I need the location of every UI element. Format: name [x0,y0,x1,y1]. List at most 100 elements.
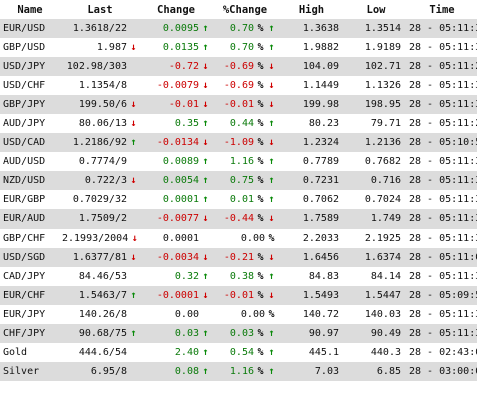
percent-sign: % [257,327,264,339]
cell-pct-change: 0.44% ↑ [212,114,278,134]
change-value: -0.0034 [156,251,199,263]
last-value: 90.68/75 [78,327,127,339]
cell-last: 444.6/54 [60,342,140,362]
table-row[interactable]: USD/JPY 102.98/303 -0.72 ↓ -0.69% ↓ 104.09 102.… [0,57,477,77]
cell-name: EUR/CHF [0,285,60,305]
table-row[interactable]: EUR/AUD 1.7509/2 -0.0077 ↓ -0.44% ↓ 1.7589 1.74… [0,209,477,229]
cell-name: CHF/JPY [0,323,60,343]
cell-name: USD/CHF [0,76,60,96]
arrow-up-icon: ↑ [268,346,275,358]
table-row[interactable]: EUR/GBP 0.7029/32 0.0001 ↑ 0.01% ↑ 0.7062 0.702… [0,190,477,210]
pct-value: -0.69 [223,61,254,73]
cell-change: -0.0001 ↓ [140,285,212,305]
table-row[interactable]: USD/SGD 1.6377/81 ↓ -0.0034 ↓ -0.21% ↓ 1.6456 1.… [0,247,477,267]
cell-high: 90.97 [278,323,345,343]
table-row[interactable]: EUR/CHF 1.5463/7 ↑ -0.0001 ↓ -0.01% ↓ 1.5493 1.5… [0,285,477,305]
header-last[interactable]: Last [60,0,140,19]
cell-name: EUR/JPY [0,304,60,324]
arrow-up-icon: ↑ [202,327,209,339]
cell-high: 0.7789 [278,152,345,172]
cell-last: 0.7029/32 [60,190,140,210]
table-row[interactable]: GBP/USD 1.987 ↓ 0.0135 ↑ 0.70% ↑ 1.9882 1.9189 28… [0,38,477,58]
cell-change: -0.0077 ↓ [140,209,212,229]
cell-change: 0.0135 ↑ [140,38,212,58]
cell-pct-change: 0.03% ↑ [212,323,278,343]
cell-time: 28 - 05:11:09 [407,247,477,267]
cell-pct-change: -0.21% ↓ [212,247,278,267]
cell-pct-change: -0.69% ↓ [212,57,278,77]
arrow-up-icon: ↑ [268,118,275,130]
header-high[interactable]: High [278,0,345,19]
header-low[interactable]: Low [345,0,407,19]
pct-value: 0.70 [229,42,254,54]
cell-low: 0.7024 [345,190,407,210]
table-row[interactable]: CAD/JPY 84.46/53 0.32 ↑ 0.38% ↑ 84.83 84.14 28 -… [0,266,477,286]
cell-change: 0.0054 ↑ [140,171,212,191]
table-row[interactable]: AUD/USD 0.7774/9 0.0089 ↑ 1.16% ↑ 0.7789 0.7682… [0,152,477,172]
arrow-down-icon: ↓ [268,289,275,301]
change-value: 0.0001 [162,232,199,244]
last-value: 84.46/53 [78,270,127,282]
table-row[interactable]: CHF/JPY 90.68/75 ↑ 0.03 ↑ 0.03% ↑ 90.97 90.49 28 … [0,323,477,343]
last-value: 0.7029/32 [72,194,127,206]
pct-value: 1.16 [229,156,254,168]
cell-high: 80.23 [278,114,345,134]
cell-pct-change: 0.75% ↑ [212,171,278,191]
cell-name: GBP/USD [0,38,60,58]
cell-change: -0.0034 ↓ [140,247,212,267]
arrow-down-icon: ↓ [268,80,275,92]
cell-time: 28 - 05:11:33 [407,209,477,229]
table-row[interactable]: EUR/USD 1.3618/22 0.0095 ↑ 0.70% ↑ 1.3638 1.351… [0,19,477,39]
table-row[interactable]: USD/CAD 1.2186/92 ↑ -0.0134 ↓ -1.09% ↓ 1.2324 1.… [0,133,477,153]
last-value: 1.987 [96,42,127,54]
cell-change: 0.32 ↑ [140,266,212,286]
change-value: -0.01 [168,99,199,111]
table-row[interactable]: NZD/USD 0.722/3 ↓ 0.0054 ↑ 0.75% ↑ 0.7231 0.716 2… [0,171,477,191]
pct-value: 0.44 [229,118,254,130]
change-value: 0.32 [174,270,199,282]
arrow-up-icon: ↑ [268,23,275,35]
table-row[interactable]: GBP/JPY 199.50/6 ↓ -0.01 ↓ -0.01% ↓ 199.98 198.9… [0,95,477,115]
header-name[interactable]: Name [0,0,60,19]
cell-name: GBP/JPY [0,95,60,115]
cell-high: 0.7231 [278,171,345,191]
table-row[interactable]: USD/CHF 1.1354/8 -0.0079 ↓ -0.69% ↓ 1.1449 1.13… [0,76,477,96]
cell-name: Silver [0,361,60,381]
cell-time: 28 - 05:11:33 [407,95,477,115]
arrow-down-icon: ↓ [202,80,209,92]
header-time[interactable]: Time [407,0,477,19]
cell-pct-change: 0.00% [212,304,278,324]
table-row[interactable]: Gold 444.6/54 2.40 ↑ 0.54% ↑ 445.1 440.3 28 - 02… [0,342,477,362]
pct-value: -0.01 [223,289,254,301]
cell-low: 140.03 [345,304,407,324]
cell-high: 84.83 [278,266,345,286]
change-value: 0.0135 [162,42,199,54]
cell-pct-change: -0.69% ↓ [212,76,278,96]
header-row: Name Last Change %Change High Low Time [0,0,477,19]
arrow-down-icon: ↓ [268,137,275,149]
table-row[interactable]: Silver 6.95/8 0.08 ↑ 1.16% ↑ 7.03 6.85 28 - 03:0… [0,361,477,381]
last-value: 1.1354/8 [78,80,127,92]
quotes-table: Name Last Change %Change High Low Time E… [0,0,477,381]
table-row[interactable]: EUR/JPY 140.26/8 0.00 0.00% 140.72 140.03 28 -… [0,304,477,324]
arrow-up-icon: ↑ [268,270,275,282]
percent-sign: % [257,270,264,282]
cell-change: -0.01 ↓ [140,95,212,115]
table-row[interactable]: AUD/JPY 80.06/13 ↓ 0.35 ↑ 0.44% ↑ 80.23 79.71 28 … [0,114,477,134]
arrow-up-icon: ↑ [202,194,209,206]
header-pct-change[interactable]: %Change [212,0,278,19]
cell-time: 28 - 05:11:33 [407,323,477,343]
header-change[interactable]: Change [140,0,212,19]
cell-high: 1.7589 [278,209,345,229]
cell-pct-change: 0.54% ↑ [212,342,278,362]
change-value: 0.0054 [162,175,199,187]
change-value: 2.40 [174,346,199,358]
cell-last: 140.26/8 [60,304,140,324]
cell-low: 2.1925 [345,228,407,248]
table-row[interactable]: GBP/CHF 2.1993/2004 ↓ 0.0001 0.00% 2.2033 2.19… [0,228,477,248]
last-value: 444.6/54 [78,346,127,358]
cell-change: -0.72 ↓ [140,57,212,77]
change-value: -0.0077 [156,213,199,225]
pct-value: -0.44 [223,213,254,225]
arrow-up-icon: ↑ [268,327,275,339]
